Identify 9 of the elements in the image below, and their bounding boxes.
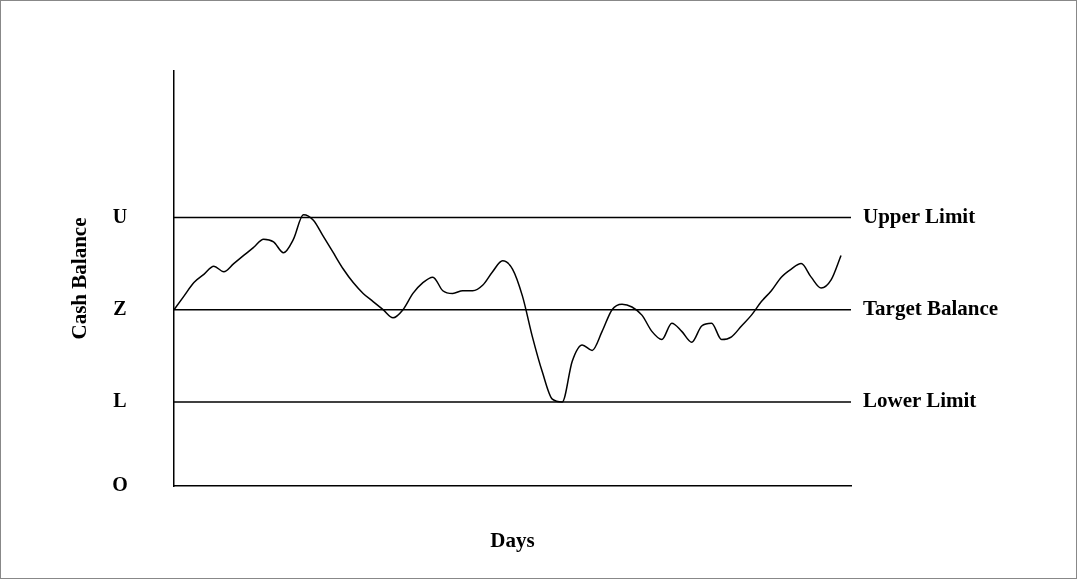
- text: O: [112, 473, 128, 496]
- ref-line-label: Target Balance: [863, 296, 999, 321]
- ref-line-label: Upper Limit: [863, 203, 976, 228]
- x-axis-title: Days: [490, 527, 535, 552]
- text: Z: [113, 296, 127, 319]
- y-axis-title: Cash Balance: [67, 217, 92, 340]
- text: U: [112, 204, 128, 227]
- ref-line-label: Lower Limit: [863, 388, 977, 413]
- text: L: [113, 389, 127, 412]
